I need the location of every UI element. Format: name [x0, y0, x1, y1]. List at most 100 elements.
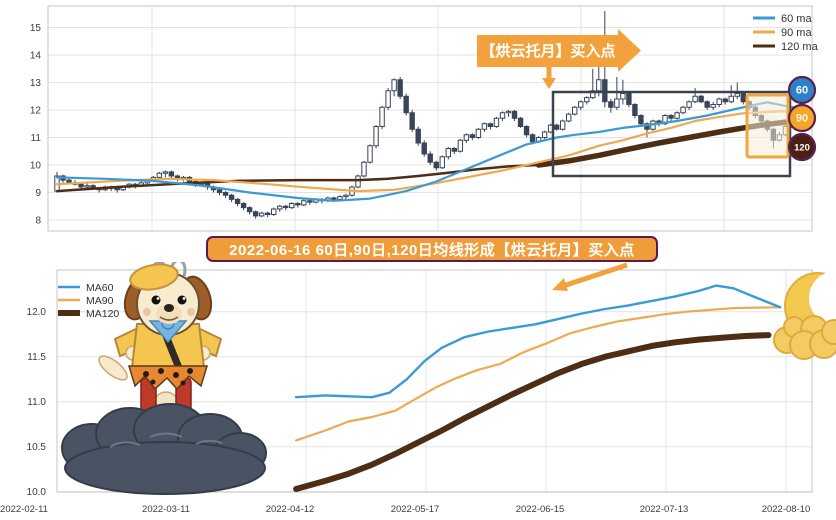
badge-label: 90 — [796, 113, 808, 125]
candle-body — [644, 123, 650, 130]
candle-body — [469, 134, 476, 138]
dark-cloud — [61, 403, 267, 495]
candle-body — [391, 79, 397, 92]
candle-body — [421, 142, 427, 155]
candle-body — [84, 185, 90, 188]
legend-label: MA60 — [86, 282, 114, 294]
skirt-dot — [173, 372, 179, 378]
candle-body — [704, 101, 710, 108]
candle-body — [680, 106, 686, 114]
candle-body — [114, 187, 120, 191]
bottom-ma-zoom-chart: 10.0 10.5 11.0 11.5 12.0 2022-02-11 2022-03-11… — [0, 262, 836, 515]
badge-circle — [787, 75, 817, 105]
legend-label: 120 ma — [781, 41, 819, 53]
annotation-arrow-body — [477, 35, 618, 67]
candle-body — [722, 98, 728, 103]
candle-body — [162, 171, 169, 174]
badge-label: 60 — [796, 85, 808, 97]
cloud-highlight — [109, 432, 223, 448]
candle-body — [608, 101, 614, 108]
ma90-line — [55, 110, 811, 193]
x-axis-label: 2022-06-15 — [516, 504, 565, 515]
top-legend: 60 ma 90 ma 120 ma — [753, 13, 819, 53]
candle-body — [559, 120, 566, 130]
candle-body — [337, 196, 343, 200]
candle-body — [511, 110, 518, 119]
candle-body — [674, 112, 680, 119]
candle-body — [740, 93, 746, 103]
candle-body — [156, 172, 163, 178]
candle-body — [252, 211, 259, 217]
candle-body — [710, 104, 716, 108]
candle-body — [620, 93, 626, 100]
candle-body — [295, 203, 301, 206]
candle-body — [523, 126, 530, 136]
gold-cloud — [773, 315, 836, 360]
dog-mouth — [159, 316, 179, 321]
candle-body — [246, 207, 253, 213]
badge-label: 120 — [794, 143, 810, 154]
mascot-dog-illustration — [61, 262, 267, 495]
cheek-blush — [143, 308, 151, 316]
candle-body — [403, 95, 409, 114]
candle-body — [614, 98, 620, 108]
ma-badge-60: 60 — [787, 75, 817, 105]
eye-glint — [156, 297, 160, 300]
dog-nose — [164, 304, 174, 312]
candle-body — [433, 161, 439, 169]
skirt-dot — [187, 368, 193, 374]
candle-body — [258, 212, 265, 217]
moon-cloud-illustration — [773, 271, 836, 360]
annotation-text: 【烘云托月】买入点 — [480, 42, 615, 60]
badge-circle — [787, 132, 817, 162]
annotation-arrow-head — [618, 29, 641, 72]
candle-body — [481, 123, 488, 130]
candle-body — [222, 192, 229, 196]
candle-body — [301, 200, 307, 206]
candle-body — [361, 161, 367, 177]
candle-body — [686, 101, 692, 108]
dog-eye-left — [151, 295, 161, 305]
ma-badge-90: 90 — [787, 103, 817, 133]
candle-body — [379, 106, 385, 127]
candle-body — [283, 205, 289, 209]
ma120-line — [55, 118, 811, 193]
candle-body — [668, 115, 674, 119]
candle-body — [692, 95, 698, 103]
legend-label: 90 ma — [781, 27, 812, 39]
legend-label: 60 ma — [781, 13, 812, 25]
candle-body — [517, 117, 524, 127]
y-axis-label: 11.0 — [27, 397, 46, 408]
candle-body — [78, 183, 84, 188]
dog-eye-right — [177, 295, 187, 305]
candle-body — [397, 79, 403, 97]
candle-body — [289, 203, 295, 209]
moon-cutout — [809, 271, 836, 325]
dog-beret — [129, 263, 179, 291]
skirt-dot — [143, 371, 149, 377]
candle-body — [529, 134, 536, 143]
candle-body — [632, 104, 638, 116]
candle-body — [566, 113, 572, 122]
legend-label: MA120 — [86, 308, 119, 320]
down-arrow-head — [542, 78, 556, 89]
y-axis-label: 11 — [31, 133, 42, 144]
y-axis-label: 10 — [30, 161, 42, 172]
candle-body — [728, 95, 734, 103]
x-axis-label: 2022-07-13 — [640, 504, 689, 515]
candle-body — [373, 126, 379, 147]
candlestick-series — [54, 11, 813, 219]
y-axis-label: 12.0 — [27, 307, 47, 318]
candle-body — [168, 171, 175, 177]
pointer-arrow — [552, 262, 628, 291]
top-candlestick-chart: 8 9 10 11 12 13 14 15 60 ma 90 ma 120 ma 【烘云托月】买入点 6… — [30, 5, 819, 232]
candle-body — [367, 145, 373, 163]
pattern-banner-text: 2022-06-16 60日,90日,120日均线形成【烘云托月】买入点 — [229, 241, 635, 259]
y-axis-label: 8 — [35, 216, 41, 227]
candle-body — [578, 101, 584, 108]
candle-body — [216, 189, 223, 193]
pattern-banner: 2022-06-16 60日,90日,120日均线形成【烘云托月】买入点 — [206, 236, 658, 262]
y-axis-label: 13 — [30, 78, 42, 89]
candle-body — [716, 98, 722, 105]
